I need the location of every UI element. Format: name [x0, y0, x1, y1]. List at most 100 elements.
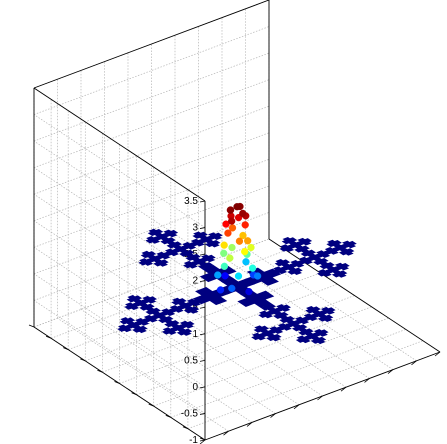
fractal-point — [269, 326, 279, 332]
fractal-point — [322, 317, 333, 322]
fractal-point — [124, 319, 135, 325]
fractal-point — [284, 318, 295, 324]
scatter-point — [216, 286, 225, 294]
z-tick — [199, 200, 206, 203]
fractal-point — [311, 336, 322, 342]
fractal-point — [169, 322, 179, 328]
fractal-point — [320, 253, 331, 258]
scatter-point — [244, 237, 252, 245]
z-tick-label: 1 — [192, 329, 198, 340]
y-tick — [199, 437, 206, 441]
fractal-point — [167, 232, 178, 238]
fractal-point — [202, 264, 222, 275]
x-tick — [340, 386, 347, 392]
fractal-point — [275, 259, 286, 264]
fractal-point — [280, 306, 291, 312]
scatter-point — [235, 237, 244, 245]
y-tick — [165, 415, 171, 418]
fractal-point — [144, 306, 154, 311]
fractal-point — [135, 318, 146, 323]
fractal-point — [295, 245, 305, 251]
fractal-point — [120, 317, 131, 323]
fractal-point — [282, 325, 292, 331]
fractal-point — [143, 260, 154, 266]
fractal-point — [190, 238, 201, 244]
scatter-point — [242, 258, 250, 266]
fractal-point — [301, 240, 312, 246]
fractal-point — [122, 327, 132, 333]
fractal-point — [171, 243, 182, 249]
scatter-point — [228, 217, 236, 225]
x-tick — [223, 430, 229, 436]
z-tick-label: -0.5 — [181, 408, 199, 419]
fractal-point — [300, 338, 311, 344]
z-tick — [199, 280, 206, 283]
fractal-base-points — [117, 228, 357, 345]
fractal-point — [165, 319, 175, 325]
y-tick — [131, 392, 137, 396]
fractal-point — [313, 257, 324, 263]
fractal-point — [150, 238, 161, 244]
fractal-point — [256, 335, 266, 341]
fractal-point — [150, 310, 161, 316]
fractal-point — [295, 316, 305, 322]
z-tick-label: 3.5 — [184, 196, 198, 207]
scatter-point — [241, 221, 249, 229]
fractal-point — [169, 305, 180, 311]
fractal-point — [145, 253, 156, 259]
x-tick — [364, 378, 370, 383]
fractal-point — [278, 314, 288, 320]
center-points — [214, 202, 262, 296]
fractal-point — [139, 303, 150, 309]
fractal-point — [166, 330, 177, 335]
fractal-point — [292, 270, 302, 276]
fractal-point — [276, 304, 287, 310]
fractal-point — [324, 247, 335, 252]
fractal-point — [251, 332, 262, 338]
fractal-point — [273, 266, 283, 272]
scatter-point — [221, 272, 229, 280]
grid-line — [245, 247, 417, 362]
fractal-point — [146, 236, 156, 241]
axis-edge — [33, 0, 270, 89]
fractal-point — [177, 328, 188, 334]
fractal-point — [165, 239, 176, 245]
y-tick — [148, 403, 154, 407]
fractal-point — [297, 237, 308, 243]
grid-line — [187, 340, 424, 430]
grid-line — [33, 114, 206, 228]
grid-line — [33, 247, 206, 361]
fractal-point — [254, 290, 275, 301]
fractal-point — [207, 295, 228, 306]
fractal-point — [172, 297, 182, 303]
fractal-point — [263, 313, 273, 319]
fractal-point — [165, 311, 176, 317]
fractal-point — [148, 317, 158, 323]
fractal-point — [258, 328, 269, 334]
grid-line — [33, 193, 206, 308]
fractal-point — [154, 259, 164, 264]
fractal-point — [298, 328, 309, 334]
fractal-point — [317, 269, 328, 275]
axis-edge — [268, 238, 441, 353]
x-tick — [246, 422, 253, 427]
fractal-point — [328, 249, 339, 255]
fractal-point — [146, 298, 157, 304]
fractal-point — [286, 239, 297, 245]
z-tick — [199, 333, 206, 336]
fractal-point — [139, 320, 150, 326]
fractal-point — [158, 261, 168, 267]
fractal-point — [280, 244, 290, 250]
fractal-point — [198, 261, 209, 267]
scatter-point — [245, 287, 253, 296]
fractal-point — [118, 324, 128, 330]
axes-grid — [28, 0, 441, 444]
grid-line — [221, 256, 394, 370]
scatter-point — [214, 271, 222, 279]
fractal-point — [277, 323, 288, 328]
z-tick-label: 0 — [192, 382, 198, 393]
scatter-point — [239, 231, 247, 240]
fractal-point — [290, 259, 301, 265]
scatter-point — [220, 241, 228, 249]
